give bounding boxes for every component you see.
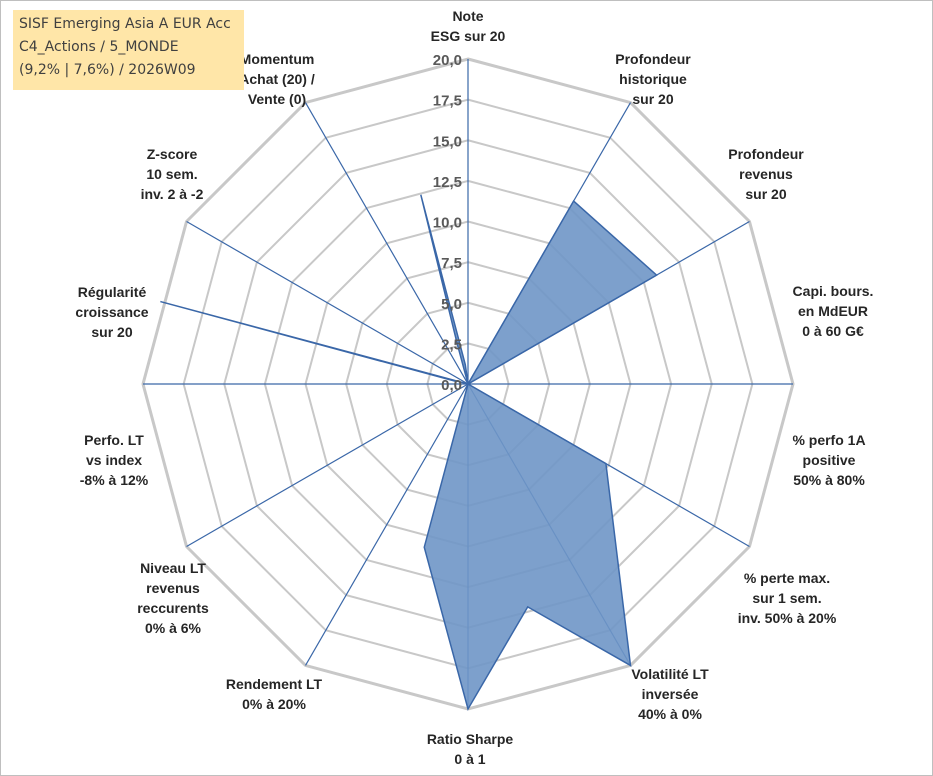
- axis-label: % perfo 1A positive 50% à 80%: [792, 432, 865, 488]
- axis-label: Z-score 10 sem. inv. 2 à -2: [141, 146, 204, 202]
- axis-label: Momentum Achat (20) / Vente (0): [239, 51, 315, 107]
- axis-label: Régularité croissance sur 20: [75, 284, 148, 340]
- axis-label: Capi. bours. en MdEUR 0 à 60 G€: [793, 283, 874, 339]
- axis-label: Note ESG sur 20: [431, 8, 506, 44]
- series-area: [160, 194, 658, 711]
- tick-label: 17,5: [433, 93, 462, 110]
- axis-spoke: [304, 102, 469, 385]
- tick-label: 15,0: [433, 133, 462, 150]
- tick-label: 20,0: [433, 52, 462, 69]
- series-layer: [160, 194, 658, 711]
- tick-label: 12,5: [433, 174, 462, 191]
- tick-layer: 0,0 2,5 5,0 7,5 10,0 12,5 15,0 17,5 20,0: [433, 52, 462, 394]
- tick-label: 7,5: [441, 255, 462, 272]
- tick-label: 2,5: [441, 336, 462, 353]
- axis-spoke: [186, 383, 469, 548]
- axis-label: Profondeur historique sur 20: [615, 51, 691, 107]
- tick-label: 10,0: [433, 215, 462, 232]
- axis-label: Profondeur revenus sur 20: [728, 146, 804, 202]
- axis-spoke: [186, 220, 469, 385]
- fund-name: SISF Emerging Asia A EUR Acc: [19, 16, 231, 32]
- axis-spoke: [304, 383, 469, 666]
- tick-label: 5,0: [441, 296, 462, 313]
- axis-label: % perte max. sur 1 sem. inv. 50% à 20%: [738, 570, 837, 626]
- fund-stats: (9,2% | 7,6%) / 2026W09: [19, 62, 196, 78]
- axis-label: Niveau LT revenus reccurents 0% à 6%: [137, 560, 209, 636]
- fund-category: C4_Actions / 5_MONDE: [19, 39, 179, 55]
- axis-label: Rendement LT 0% à 20%: [226, 676, 323, 712]
- tick-label: 0,0: [441, 377, 462, 394]
- axis-label: Volatilité LT inversée 40% à 0%: [631, 666, 709, 722]
- axis-label: Ratio Sharpe 0 à 1: [427, 731, 514, 767]
- axis-label: Perfo. LT vs index -8% à 12%: [80, 432, 149, 488]
- fund-info-box: SISF Emerging Asia A EUR Acc C4_Actions …: [13, 10, 244, 90]
- axis-label-layer: Note ESG sur 20 Profondeur historique sur 20…: [75, 8, 873, 767]
